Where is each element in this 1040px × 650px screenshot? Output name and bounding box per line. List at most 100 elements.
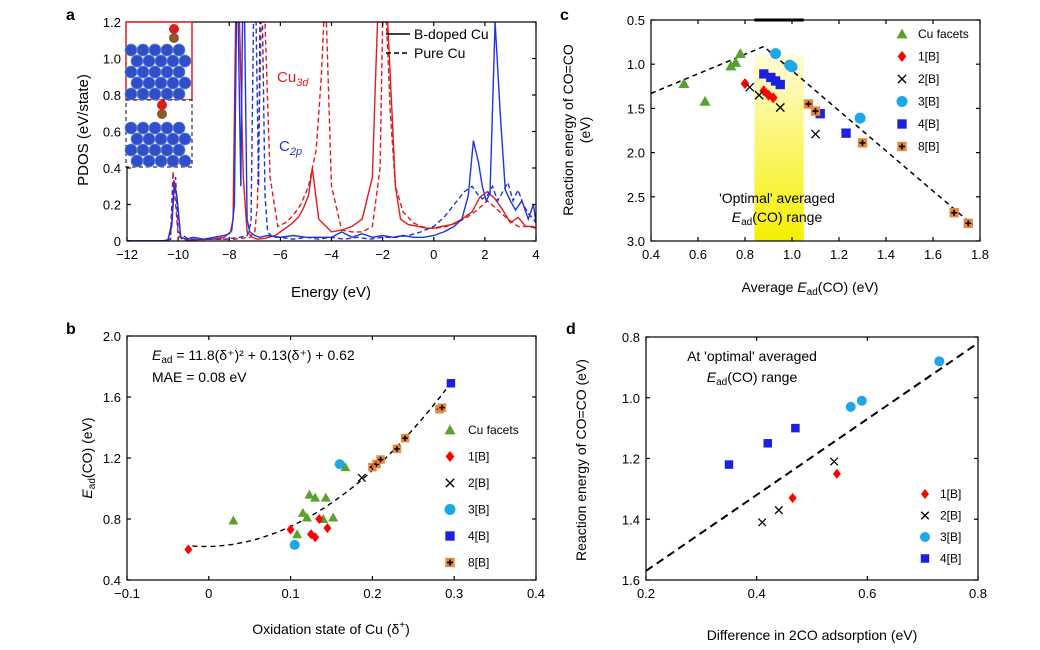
panel-b-ytick-label: 1.6	[103, 390, 121, 405]
panel-d-legend-label: 1[B]	[940, 487, 961, 501]
panel-c-annotation-line1: 'Optimal' averaged	[719, 190, 835, 206]
panel-b-xtick-label: 0.4	[527, 586, 545, 601]
panel-c-point-8[B]	[963, 218, 973, 228]
panel-b-plot-area: −0.1 0 0.1 0.2 0.3 0.4 0.4 0.8 1.2 1.6 2.0	[103, 329, 545, 601]
inset-top-cu-atom	[160, 87, 174, 101]
panel-c-point-3[B]	[786, 61, 798, 73]
inset-top-cu-atom	[172, 65, 186, 79]
panel-b-point-Cu facets	[304, 489, 315, 499]
panel-d-point-4[B]	[791, 423, 800, 433]
panel-a-xlabel: Energy (eV)	[291, 284, 371, 301]
panel-b-point-8[B]	[400, 433, 410, 443]
panel-d-frame	[645, 336, 979, 581]
inset-top-cu-atom	[136, 87, 150, 101]
panel-c-point-4[B]	[841, 128, 851, 138]
inset-top-cu-atom	[160, 65, 174, 79]
inset-bottom-cu-atom	[136, 121, 150, 135]
panel-b-legend-label: 8[B]	[468, 556, 489, 570]
inset-carbon-atom	[157, 109, 167, 119]
inset-bottom-cu-atom	[160, 121, 174, 135]
panel-d-point-2[B]	[829, 457, 839, 466]
panel-b-point-8[B]	[376, 455, 385, 464]
panel-b-legend-label: 2[B]	[468, 476, 489, 490]
panel-b-ytick-label: 0.4	[103, 573, 121, 588]
panel-b-label: b	[66, 321, 76, 338]
panel-c-ytick-label: 1.5	[627, 101, 645, 116]
inset-top-cu-atom	[130, 76, 144, 90]
inset-bottom-cu-atom	[160, 143, 174, 157]
inset-bottom-cu-atom	[172, 121, 186, 135]
panel-c-label: c	[560, 7, 569, 24]
panel-d-annotation-line1: At 'optimal' averaged	[687, 348, 817, 364]
panel-c-legend-marker	[897, 51, 907, 62]
panel-b-ytick-label: 2.0	[103, 329, 121, 344]
panel-a-xtick-label: −8	[222, 247, 237, 262]
panel-a-label: a	[66, 7, 75, 24]
panel-b-ytick-label: 0.8	[103, 512, 121, 527]
panel-c-legend-marker	[897, 74, 907, 84]
panel-d-legend-marker	[920, 511, 930, 520]
panel-b-point-1[B]	[184, 544, 193, 555]
panel-d-annotation-line2: Ead(CO) range	[707, 369, 798, 388]
inset-bottom-cu-atom	[166, 154, 180, 168]
panel-d-xtick-label: 0.6	[858, 586, 876, 601]
panel-b-xtick-label: −0.1	[114, 586, 140, 601]
cu3d-series-label: Cu3d	[277, 69, 309, 89]
panel-d-fit-line	[645, 342, 979, 572]
panel-b-point-8[B]	[437, 403, 447, 412]
panel-b-point-Cu facets	[310, 492, 321, 502]
panel-c-point-4[B]	[770, 76, 781, 86]
panel-c-ytick-label: 0.5	[627, 13, 645, 28]
panel-c-point-Cu facets	[734, 48, 746, 58]
inset-bottom-cu-atom	[142, 154, 156, 168]
pdos-series-line	[127, 22, 536, 241]
panel-b-legend-marker	[444, 504, 456, 515]
cu3d-label-main: Cu3d	[277, 69, 309, 89]
panel-c-legend-marker	[897, 141, 907, 152]
inset-top-cu-atom	[124, 87, 138, 101]
inset-oxygen-atom	[157, 100, 167, 110]
panel-b-xtick-label: 0	[205, 586, 212, 601]
panel-b-point-1[B]	[311, 532, 320, 543]
panel-d-legend-marker	[921, 489, 929, 499]
surface-structure-inset	[124, 21, 193, 168]
panel-c-xtick-label: 1.6	[924, 247, 942, 262]
panel-d-point-4[B]	[763, 439, 772, 448]
fit-equation-text: Ead = 11.8(δ⁺)² + 0.13(δ⁺) + 0.62	[152, 347, 355, 366]
panel-c-annotation: 'Optimal' averaged Ead(CO) range	[719, 190, 835, 228]
panel-c-xtick-label: 1.4	[877, 247, 895, 262]
panel-c-ytick-label: 2.5	[627, 190, 645, 205]
inset-bottom-cu-atom	[142, 132, 156, 146]
panel-a-pdos-plot: a −12 −10 −8 −6 −4 −2 0 2 4 0 0.2 0.4 0.6 0.8 1.0 1.2 B…	[66, 7, 540, 301]
inset-bottom-cu-atom	[154, 132, 168, 146]
inset-top-cu-atom	[136, 65, 150, 79]
panel-a-xtick-label: −6	[273, 247, 288, 262]
panel-a-xtick-label: 4	[532, 247, 539, 262]
panel-b-legend-label: 4[B]	[468, 529, 489, 543]
panel-c-point-8[B]	[803, 99, 814, 109]
panel-a-ytick-label: 1.0	[103, 52, 121, 67]
inset-top-cu-atom	[154, 54, 168, 68]
panel-a-ytick-label: 0.8	[103, 88, 121, 103]
panel-d-xtick-label: 0.2	[637, 586, 655, 601]
pdos-lines	[127, 22, 536, 241]
panel-a-ytick-label: 0.2	[103, 198, 121, 213]
panel-b-legend-marker	[445, 531, 455, 541]
panel-d-scatter-plot: d 0.2 0.4 0.6 0.8 0.8 1.0 1.2 1.4 1.6 At 'optima…	[566, 321, 987, 643]
panel-d-xlabel: Difference in 2CO adsorption (eV)	[707, 627, 918, 643]
panel-b-point-Cu facets	[301, 512, 312, 522]
panel-c-legend: Cu facets 1[B] 2[B] 3[B] 4[B] 8[B]	[896, 27, 969, 154]
inset-top-cu-atom	[154, 76, 168, 90]
panel-c-point-2[B]	[775, 102, 785, 113]
panel-d-point-3[B]	[845, 401, 856, 412]
panel-b-point-Cu facets	[292, 529, 303, 539]
panel-c-plot-area: 0.4 0.6 0.8 1.0 1.2 1.4 1.6 1.8 0.5 1.0 1.5 2.0 2.5 3…	[627, 13, 989, 262]
panel-b-xlabel: Oxidation state of Cu (δ+)	[252, 620, 410, 637]
inset-bottom-cu-atom	[136, 143, 150, 157]
panel-d-legend: 1[B] 2[B] 3[B] 4[B]	[920, 487, 961, 566]
panel-c-point-4[B]	[759, 69, 769, 79]
pdos-series-line	[127, 22, 536, 241]
panel-c-legend-label: 1[B]	[918, 50, 939, 64]
inset-bottom-cu-atom	[124, 121, 138, 135]
